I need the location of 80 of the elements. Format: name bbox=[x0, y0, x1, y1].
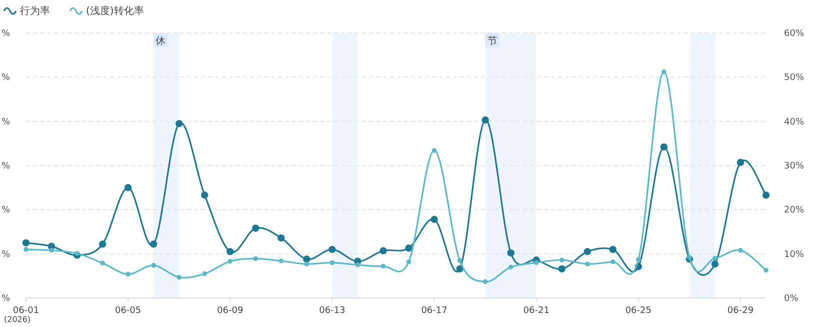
point bbox=[49, 248, 54, 253]
point bbox=[457, 258, 462, 263]
point bbox=[736, 158, 744, 166]
point bbox=[100, 260, 105, 266]
point bbox=[252, 224, 260, 232]
point bbox=[304, 262, 310, 266]
y2-tick-label: 30% bbox=[784, 162, 804, 172]
point bbox=[584, 262, 590, 266]
x-tick-label: 06-21 bbox=[523, 306, 550, 316]
text: % bbox=[1, 117, 10, 128]
point bbox=[609, 246, 616, 254]
point bbox=[228, 258, 233, 264]
point bbox=[380, 264, 386, 269]
point bbox=[201, 191, 208, 199]
text: (2026) bbox=[4, 315, 31, 324]
point bbox=[380, 247, 387, 254]
point bbox=[126, 272, 130, 277]
text: % bbox=[1, 250, 10, 260]
text: % bbox=[1, 73, 10, 84]
point bbox=[660, 143, 668, 151]
y2-tick-label: 20% bbox=[784, 206, 804, 216]
point bbox=[176, 120, 183, 128]
point bbox=[712, 256, 718, 261]
point bbox=[328, 246, 336, 254]
text: % bbox=[1, 294, 10, 304]
point bbox=[610, 259, 616, 264]
point bbox=[482, 116, 489, 124]
y2-tick-label: 40% bbox=[784, 117, 804, 128]
x-tick-label: 06-29 bbox=[727, 306, 754, 316]
text: % bbox=[1, 162, 10, 172]
point bbox=[278, 258, 284, 264]
point bbox=[74, 250, 80, 256]
y2-tick-label: 0% bbox=[784, 294, 799, 304]
point bbox=[303, 256, 310, 263]
point bbox=[764, 268, 768, 273]
point bbox=[559, 258, 564, 262]
x-tick-label: 06-01 bbox=[12, 306, 40, 316]
point bbox=[534, 260, 539, 266]
point bbox=[405, 244, 412, 252]
x-tick-label: 06-13 bbox=[319, 306, 346, 316]
y2-tick-label: 60% bbox=[784, 29, 804, 39]
text: % bbox=[1, 206, 10, 216]
x-tick-label: 06-25 bbox=[625, 306, 652, 316]
text: % bbox=[1, 29, 10, 39]
point bbox=[662, 69, 666, 74]
point bbox=[762, 191, 770, 199]
point bbox=[151, 262, 156, 268]
point bbox=[278, 234, 285, 242]
point bbox=[687, 254, 692, 260]
point bbox=[226, 248, 234, 256]
point bbox=[558, 265, 566, 272]
point bbox=[124, 184, 132, 192]
point bbox=[253, 256, 258, 262]
point bbox=[98, 240, 106, 248]
point bbox=[355, 262, 360, 268]
point bbox=[430, 216, 438, 223]
point bbox=[584, 248, 591, 256]
point bbox=[711, 260, 719, 268]
legend-label: 行为率 bbox=[20, 5, 50, 17]
legend-label: (浅度)转化率 bbox=[86, 5, 144, 17]
point bbox=[508, 264, 514, 270]
point bbox=[24, 247, 28, 252]
y2-tick-label: 10% bbox=[784, 250, 804, 260]
point bbox=[482, 279, 488, 284]
point bbox=[406, 259, 412, 264]
y2-tick-label: 50% bbox=[784, 73, 804, 84]
x-tick-label: 06-09 bbox=[217, 306, 244, 316]
x-tick-label: 06-05 bbox=[114, 306, 142, 316]
point bbox=[738, 248, 743, 253]
point bbox=[330, 260, 335, 266]
band-label: 休 bbox=[156, 36, 166, 47]
x-tick-label: 06-17 bbox=[421, 306, 448, 316]
point bbox=[432, 148, 437, 153]
point bbox=[150, 240, 158, 248]
point bbox=[507, 249, 514, 257]
point bbox=[202, 271, 208, 276]
point bbox=[636, 257, 641, 262]
point bbox=[176, 274, 182, 280]
band-label: 节 bbox=[487, 35, 498, 47]
point bbox=[22, 239, 30, 246]
